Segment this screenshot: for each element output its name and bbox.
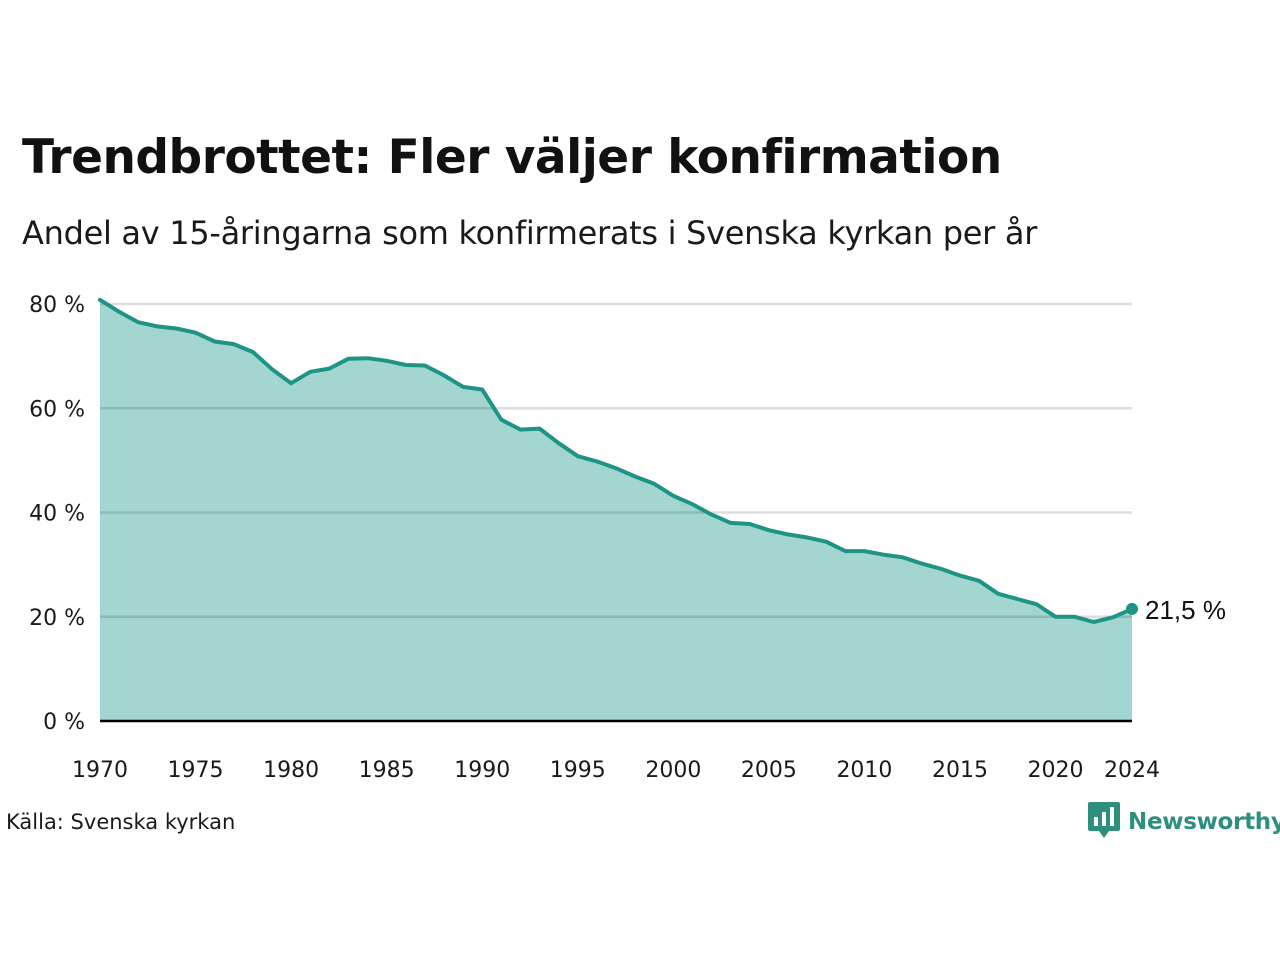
data-point xyxy=(747,521,753,527)
data-point xyxy=(441,372,447,378)
data-point xyxy=(460,384,466,390)
data-point xyxy=(422,363,428,369)
data-point xyxy=(651,481,657,487)
data-point xyxy=(269,366,275,372)
data-point xyxy=(689,501,695,507)
data-point xyxy=(938,566,944,572)
data-point xyxy=(326,366,332,372)
series-line xyxy=(98,297,1134,624)
data-point xyxy=(1110,614,1116,620)
last-value-label: 21,5 % xyxy=(1145,595,1226,625)
x-tick-label: 1975 xyxy=(168,758,224,783)
brand-logo[interactable]: Newsworthy xyxy=(1088,802,1280,842)
data-point xyxy=(384,358,390,364)
data-point xyxy=(97,297,103,303)
data-point xyxy=(556,440,562,446)
y-tick-label: 80 % xyxy=(29,293,85,318)
y-tick-label: 0 % xyxy=(43,710,85,735)
data-point xyxy=(212,339,218,345)
data-point xyxy=(613,465,619,471)
data-point xyxy=(345,356,351,362)
data-point xyxy=(537,426,543,432)
x-tick-label: 2010 xyxy=(836,758,892,783)
data-point xyxy=(307,369,313,375)
x-tick-label: 1970 xyxy=(72,758,128,783)
data-point xyxy=(231,341,237,347)
data-point xyxy=(1072,614,1078,620)
x-tick-label: 1990 xyxy=(454,758,510,783)
data-point xyxy=(804,535,810,541)
data-point xyxy=(976,578,982,584)
data-point xyxy=(995,591,1001,597)
data-point xyxy=(193,330,199,336)
y-tick-label: 40 % xyxy=(29,502,85,527)
data-point xyxy=(632,474,638,480)
data-point xyxy=(173,326,179,332)
data-point xyxy=(1014,596,1020,602)
data-point xyxy=(709,512,715,518)
x-tick-label: 2000 xyxy=(645,758,701,783)
area-fill xyxy=(100,299,1132,721)
data-point xyxy=(288,380,294,386)
data-point xyxy=(479,387,485,393)
data-point xyxy=(498,417,504,423)
data-point xyxy=(1053,614,1059,620)
data-point xyxy=(250,349,256,355)
data-point xyxy=(1033,601,1039,607)
chart-subtitle: Andel av 15-åringarna som konfirmerats i… xyxy=(22,214,1038,252)
x-tick-label: 1985 xyxy=(359,758,415,783)
data-point xyxy=(785,531,791,537)
data-point xyxy=(823,539,829,545)
data-point xyxy=(670,493,676,499)
x-tick-label: 2020 xyxy=(1028,758,1084,783)
data-point xyxy=(116,309,122,315)
x-tick-label: 2024 xyxy=(1104,758,1160,783)
data-point xyxy=(154,323,160,329)
data-point xyxy=(135,319,141,325)
data-point xyxy=(594,458,600,464)
data-point xyxy=(957,573,963,579)
data-point xyxy=(365,355,371,361)
bar-chart-bubble-icon xyxy=(1088,802,1120,842)
last-point-marker xyxy=(1126,602,1138,615)
x-tick-label: 2005 xyxy=(741,758,797,783)
brand-name: Newsworthy xyxy=(1128,809,1280,835)
x-tick-label: 1995 xyxy=(550,758,606,783)
data-point xyxy=(881,552,887,558)
source-note: Källa: Svenska kyrkan xyxy=(6,810,236,834)
data-point xyxy=(919,561,925,567)
x-tick-label: 2015 xyxy=(932,758,988,783)
data-point xyxy=(1091,619,1097,625)
data-point xyxy=(900,554,906,560)
data-point xyxy=(861,548,867,554)
data-point xyxy=(517,427,523,433)
y-tick-label: 60 % xyxy=(29,397,85,422)
data-point xyxy=(766,527,772,533)
data-point xyxy=(575,453,581,459)
y-tick-label: 20 % xyxy=(29,606,85,631)
data-point xyxy=(728,520,734,526)
x-tick-label: 1980 xyxy=(263,758,319,783)
data-point xyxy=(842,548,848,554)
data-point xyxy=(403,362,409,368)
chart-title: Trendbrottet: Fler väljer konfirmation xyxy=(22,130,1002,185)
